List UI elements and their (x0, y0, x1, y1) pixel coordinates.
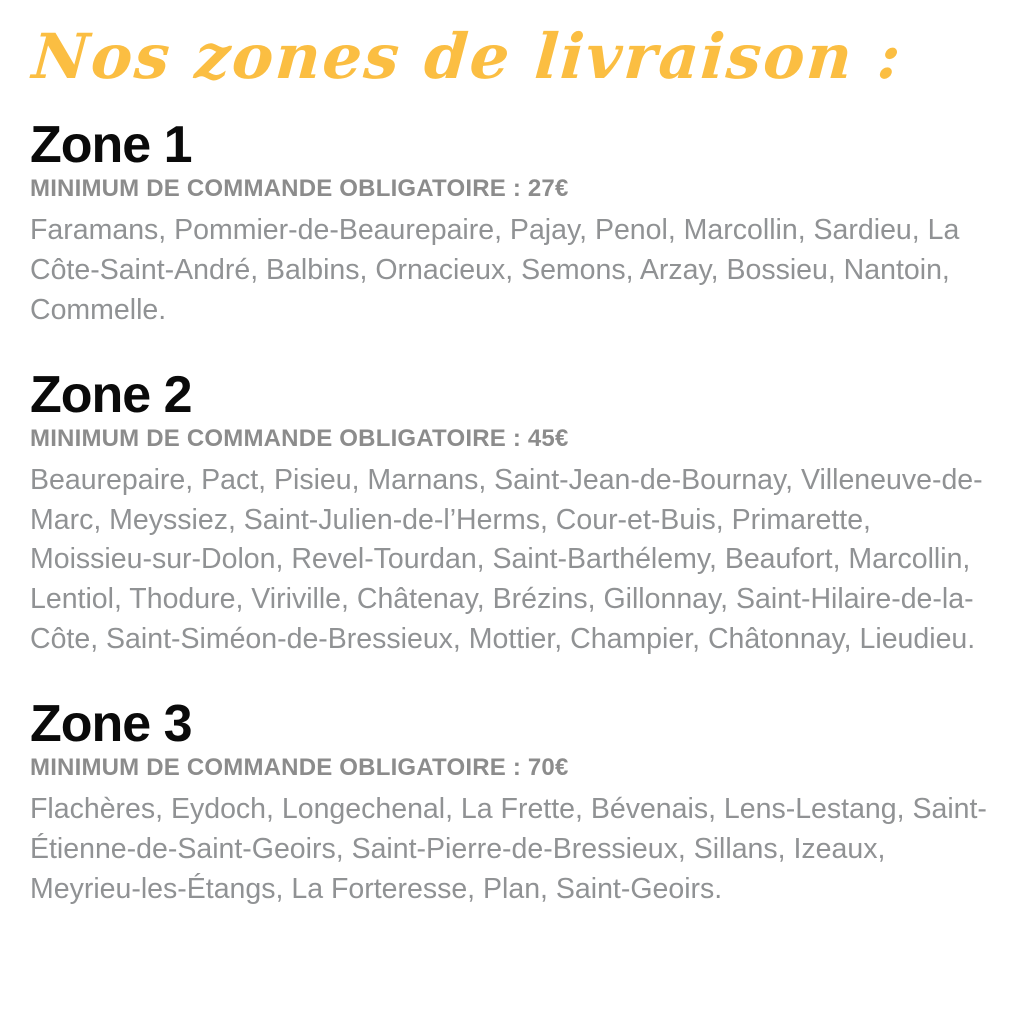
zone-1-minimum-order: MINIMUM DE COMMANDE OBLIGATOIRE : 27€ (30, 175, 569, 202)
zone-3-towns-list: Flachères, Eydoch, Longechenal, La Frett… (30, 793, 987, 905)
zone-2-minimum-order: MINIMUM DE COMMANDE OBLIGATOIRE : 45€ (30, 424, 569, 452)
zone-section-1: Zone 1 MINIMUM DE COMMANDE OBLIGATOIRE :… (30, 119, 996, 331)
zone-1-towns-list: Faramans, Pommier-de-Beaurepaire, Pajay,… (30, 214, 960, 326)
page-title: Nos zones de livraison : (30, 20, 905, 93)
zone-section-2: Zone 2 MINIMUM DE COMMANDE OBLIGATOIRE :… (30, 369, 996, 660)
zone-1-heading: Zone 1 (30, 116, 193, 174)
zone-3-minimum-order: MINIMUM DE COMMANDE OBLIGATOIRE : 70€ (30, 754, 569, 782)
zone-2-heading: Zone 2 (30, 365, 193, 424)
zone-3-heading: Zone 3 (30, 695, 193, 754)
zone-2-towns-list: Beaurepaire, Pact, Pisieu, Marnans, Sain… (30, 463, 983, 656)
zone-section-3: Zone 3 MINIMUM DE COMMANDE OBLIGATOIRE :… (30, 698, 996, 910)
